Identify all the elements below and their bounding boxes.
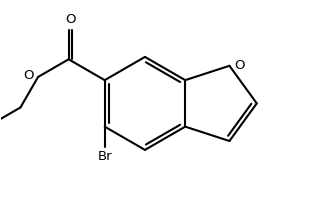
Text: O: O: [234, 59, 245, 72]
Text: O: O: [65, 13, 75, 26]
Text: O: O: [24, 69, 34, 82]
Text: Br: Br: [97, 150, 112, 163]
